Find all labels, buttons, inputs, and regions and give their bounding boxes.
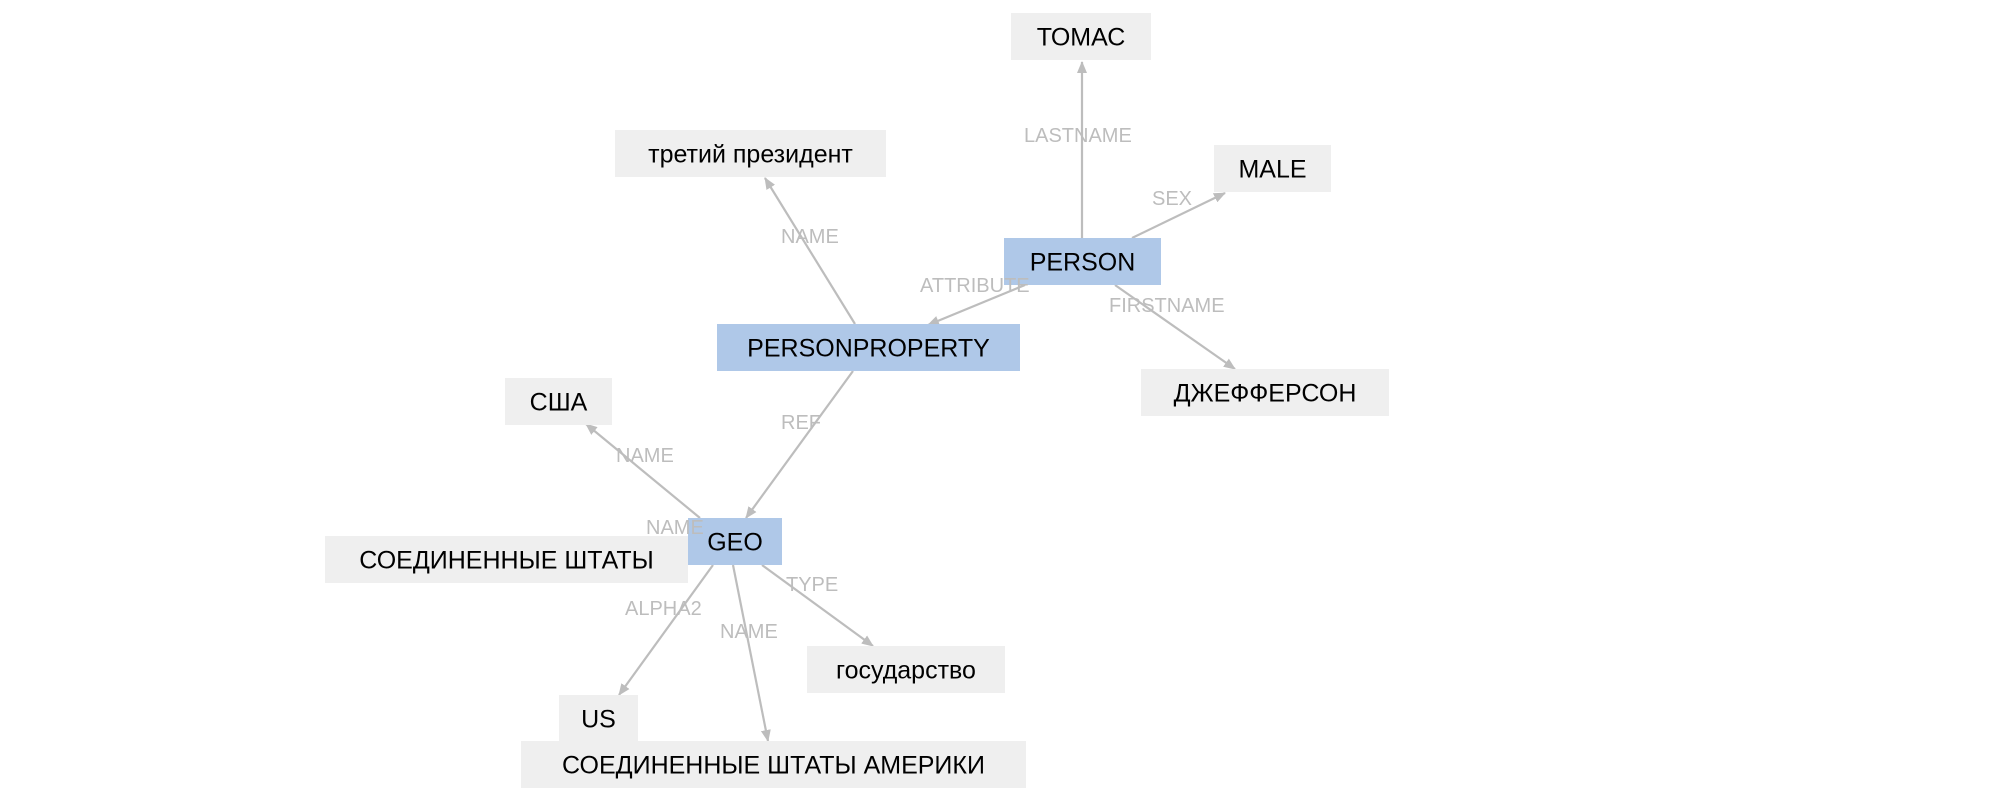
edge-geo-to-us [618,564,714,696]
edge-label-lastname: LASTNAME [1024,125,1132,147]
node-box-president[interactable] [615,130,886,177]
node-label-tomac: ТОМАС [1037,24,1126,52]
node-male[interactable]: MALE [1214,145,1331,192]
edge-label-name: NAME [646,517,704,539]
node-label-usa_states: СОЕДИНЕННЫЕ ШТАТЫ [359,547,654,575]
node-label-gosudarstvo: государство [836,657,976,685]
nodes-layer: PERSON PERSONPROPERTY GEO ТОМАС MALE ДЖЕФФЕРС… [325,13,1389,788]
node-box-us[interactable] [559,695,638,742]
edge-label-firstname: FIRSTNAME [1109,295,1225,317]
node-usa_short[interactable]: США [505,378,612,425]
node-box-personproperty[interactable] [717,324,1020,371]
node-label-person: PERSON [1030,249,1136,277]
edge-person-to-jefferson [1114,284,1236,370]
node-label-usa_full: СОЕДИНЕННЫЕ ШТАТЫ АМЕРИКИ [562,752,985,780]
node-box-tomac[interactable] [1011,13,1151,60]
node-usa_full[interactable]: СОЕДИНЕННЫЕ ШТАТЫ АМЕРИКИ [521,741,1026,788]
edge-geo-to-usa-full [731,564,771,742]
node-box-male[interactable] [1214,145,1331,192]
node-us[interactable]: US [559,695,638,742]
edge-personproperty-to-geo [745,370,854,519]
node-gosudarstvo[interactable]: государство [807,646,1005,693]
node-box-gosudarstvo[interactable] [807,646,1005,693]
node-label-president: третий президент [648,141,853,169]
edge-person-to-male [1131,192,1226,239]
node-person[interactable]: PERSON [1004,238,1161,285]
edge-labels-layer: LASTNAME SEX FIRSTNAME ATTRIBUTE NAME REF NAME… [616,125,1225,643]
edge-label-ref: REF [781,412,821,434]
node-box-usa_states[interactable] [325,536,688,583]
edge-label-sex: SEX [1152,188,1192,210]
node-box-person[interactable] [1004,238,1161,285]
node-personproperty[interactable]: PERSONPROPERTY [717,324,1020,371]
node-box-geo[interactable] [688,518,782,565]
edge-label-name: NAME [720,621,778,643]
node-usa_states[interactable]: СОЕДИНЕННЫЕ ШТАТЫ [325,536,688,583]
node-label-usa_short: США [530,389,588,417]
node-label-male: MALE [1238,156,1306,184]
node-label-geo: GEO [707,529,763,557]
node-box-usa_full[interactable] [521,741,1026,788]
node-geo[interactable]: GEO [688,518,782,565]
edge-label-attribute: ATTRIBUTE [920,275,1030,297]
node-box-usa_short[interactable] [505,378,612,425]
node-box-jefferson[interactable] [1141,369,1389,416]
edge-label-name: NAME [616,445,674,467]
edges-layer [585,61,1236,742]
edge-label-alpha2: ALPHA2 [625,598,702,620]
node-jefferson[interactable]: ДЖЕФФЕРСОН [1141,369,1389,416]
edge-geo-to-usa-short [585,423,701,519]
edge-geo-to-gosudarstvo [761,564,874,647]
node-president[interactable]: третий президент [615,130,886,177]
edge-personproperty-to-president [764,177,856,325]
edge-label-type: TYPE [786,574,838,596]
node-tomac[interactable]: ТОМАС [1011,13,1151,60]
node-label-jefferson: ДЖЕФФЕРСОН [1174,380,1357,408]
node-label-personproperty: PERSONPROPERTY [747,335,990,363]
edge-label-name: NAME [781,226,839,248]
node-label-us: US [581,706,616,734]
edge-person-to-personproperty [927,283,1026,327]
